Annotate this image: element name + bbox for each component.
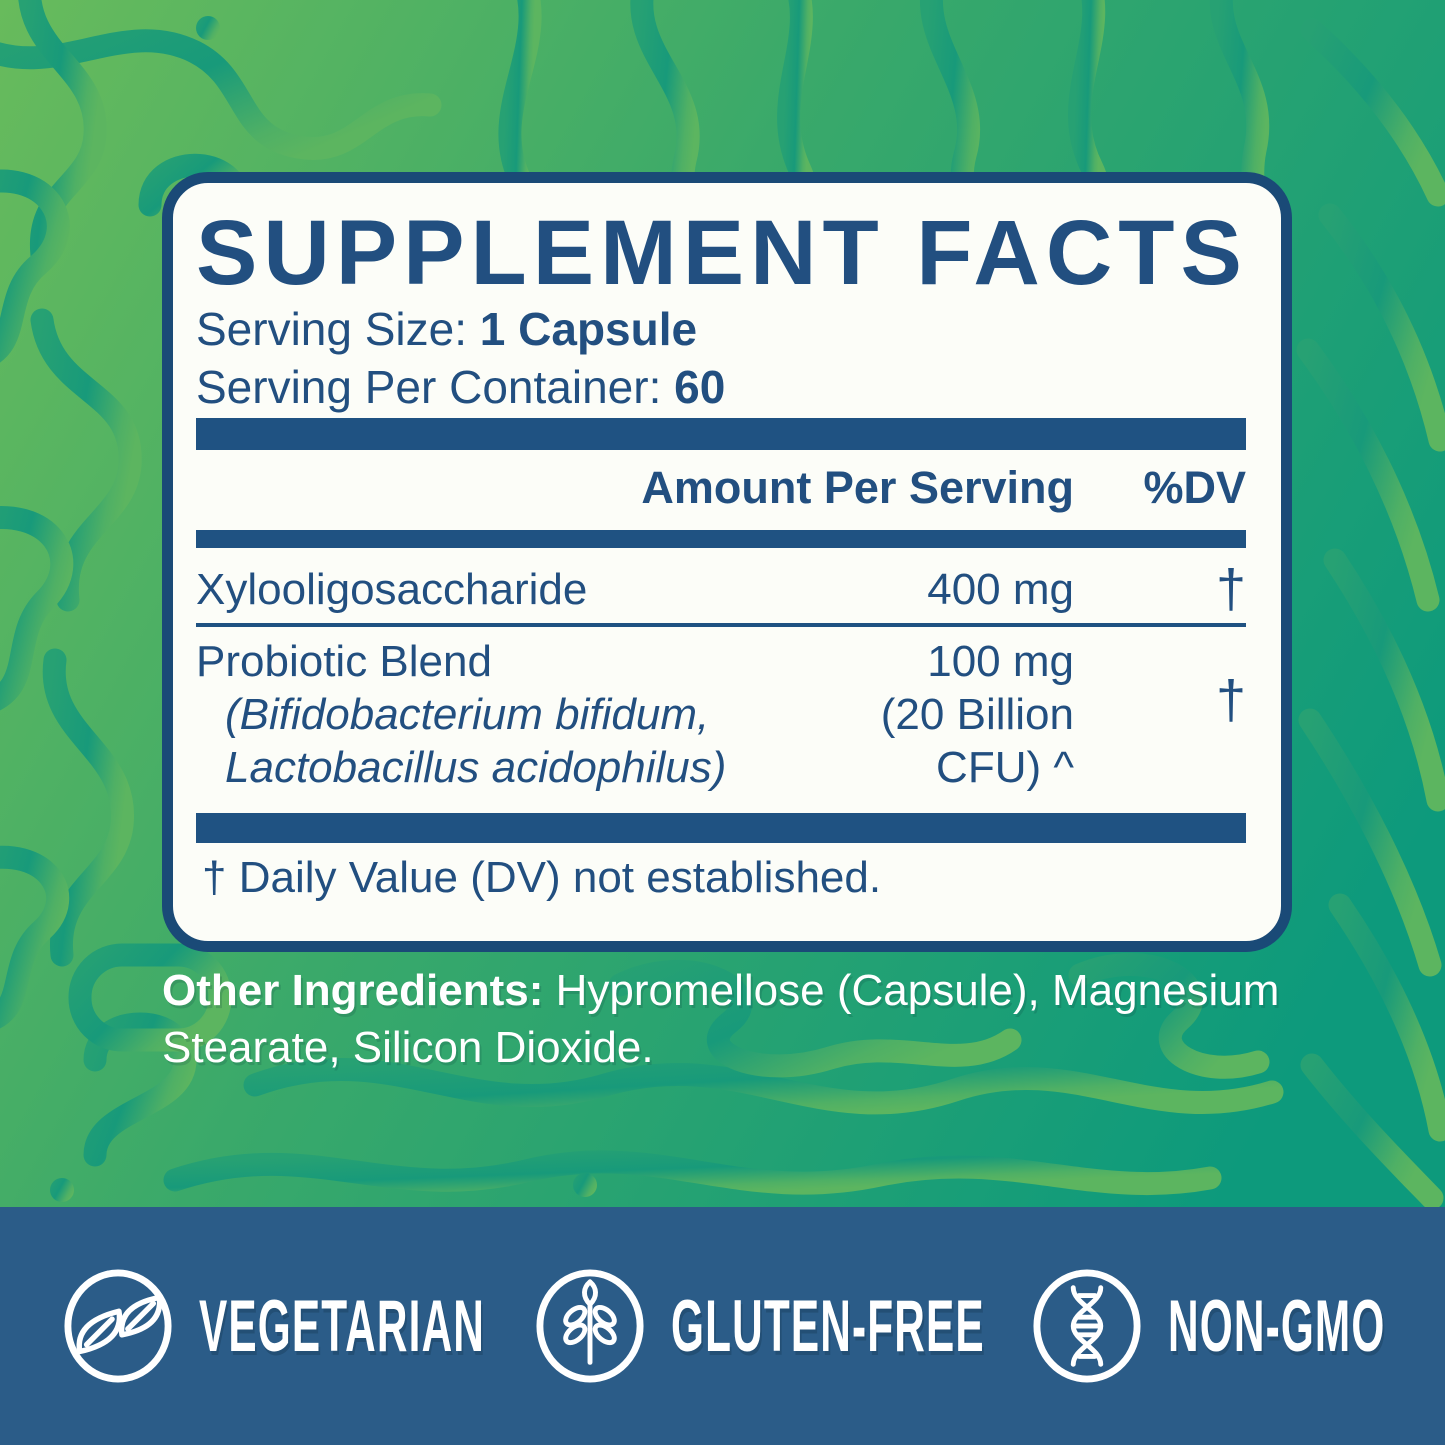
divider-bar-top: [196, 418, 1246, 450]
amount-per-serving-header: Amount Per Serving: [641, 462, 1074, 513]
dv-header: %DV: [1143, 462, 1246, 513]
ingredient-name: Xylooligosaccharide: [196, 564, 588, 614]
badge-label-wrap: VEGETARIAN: [199, 1285, 484, 1368]
table-row: Xylooligosaccharide 400 mg †: [196, 555, 1246, 627]
other-ingredients-value: Hypromellose (Capsule), Magnesium Steara…: [162, 966, 1280, 1072]
badge-label-wrap: GLUTEN-FREE: [671, 1285, 984, 1368]
table-header: Amount Per Serving %DV: [196, 463, 1246, 513]
amount-line-1: 100 mg: [927, 637, 1074, 686]
other-ingredients-label: Other Ingredients:: [162, 966, 544, 1015]
amount-line-2: (20 Billion: [880, 690, 1074, 739]
divider-bar-bottom: [196, 813, 1246, 843]
leaf-icon: [63, 1269, 172, 1383]
serving-size-line: Serving Size: 1 Capsule: [196, 300, 725, 358]
amount-line-3: CFU) ^: [936, 743, 1074, 792]
dv-dagger-symbol: †: [1215, 670, 1246, 730]
ingredient-name: Probiotic Blend: [196, 637, 492, 686]
badge-label: NON-GMO: [1167, 1285, 1385, 1367]
serving-size-label: Serving Size:: [196, 303, 468, 355]
ingredient-amount-cell: 100 mg (20 Billion CFU) ^: [744, 635, 1074, 794]
serving-size-value: 1 Capsule: [479, 303, 698, 355]
supplement-facts-panel: SUPPLEMENT FACTS Serving Size: 1 Capsule…: [162, 172, 1292, 952]
badge-band: VEGETARIAN GLUTEN-FREE: [0, 1207, 1445, 1445]
table-row: Probiotic Blend (Bifidobacterium bifidum…: [196, 635, 1246, 794]
badge-label: VEGETARIAN: [198, 1285, 485, 1367]
other-ingredients: Other Ingredients: Hypromellose (Capsule…: [162, 962, 1322, 1076]
badge-gluten-free: GLUTEN-FREE: [535, 1268, 984, 1384]
divider-bar-header: [196, 530, 1246, 548]
ingredient-species-line1: (Bifidobacterium bifidum,: [225, 690, 710, 739]
dna-icon: [1032, 1269, 1141, 1383]
badge-label-wrap: NON-GMO: [1167, 1285, 1385, 1368]
servings-per-container-value: 60: [674, 361, 726, 413]
ingredient-name-cell: Probiotic Blend (Bifidobacterium bifidum…: [196, 635, 744, 794]
badge-label: GLUTEN-FREE: [670, 1285, 985, 1367]
wheat-icon: [535, 1269, 644, 1383]
badge-vegetarian: VEGETARIAN: [63, 1268, 484, 1384]
servings-per-container-line: Serving Per Container: 60: [196, 358, 725, 416]
ingredient-amount: 400 mg: [927, 564, 1074, 614]
ingredient-species-line2: Lactobacillus acidophilus): [225, 743, 727, 792]
servings-per-container-label: Serving Per Container:: [196, 361, 662, 413]
badge-non-gmo: NON-GMO: [1032, 1268, 1385, 1384]
daily-value-footnote: † Daily Value (DV) not established.: [202, 853, 882, 902]
panel-title: SUPPLEMENT FACTS: [196, 202, 1248, 304]
dv-dagger-symbol: †: [1215, 558, 1246, 619]
serving-info: Serving Size: 1 Capsule Serving Per Cont…: [196, 300, 725, 416]
